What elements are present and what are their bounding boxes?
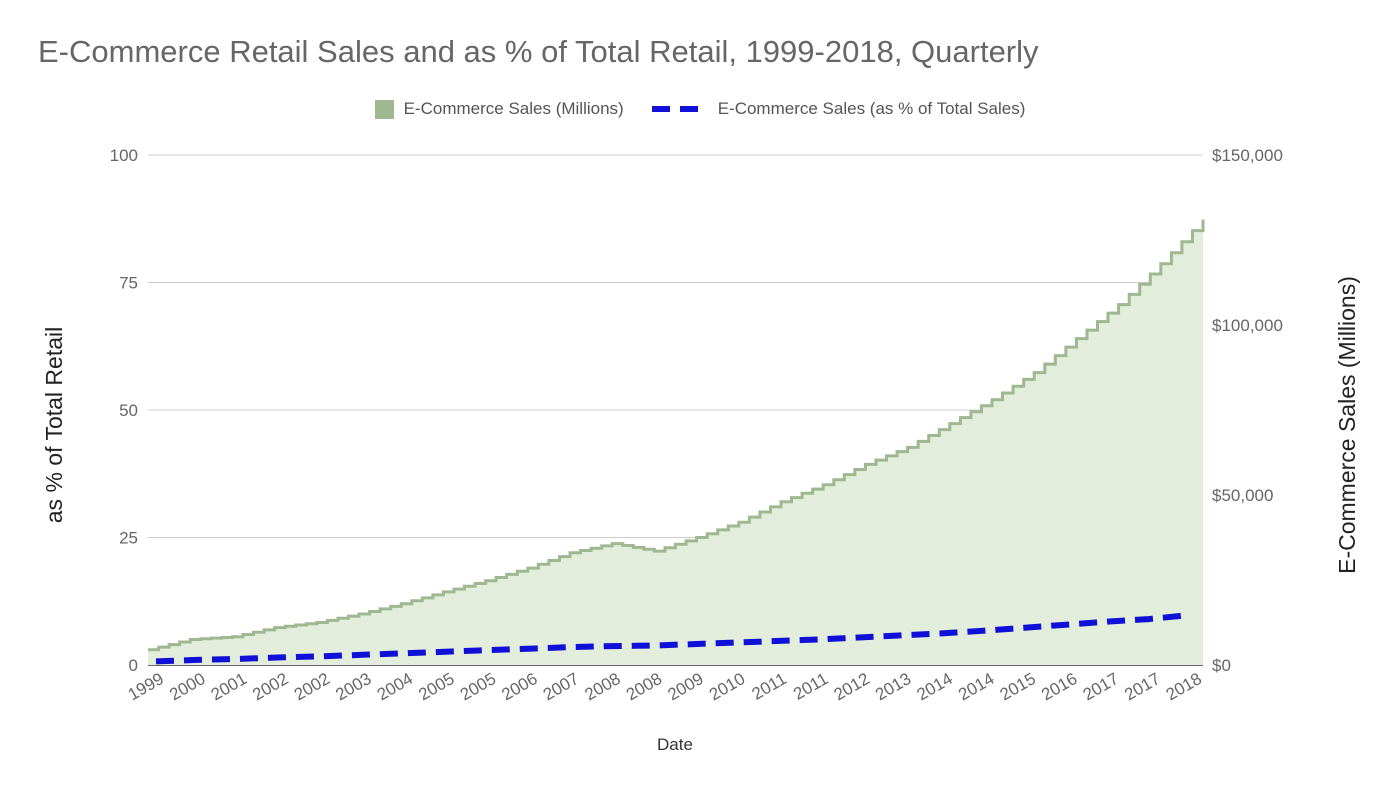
area-series [147,219,1205,665]
percent-dashed-line [155,612,1191,665]
y-left-tick-label: 75 [119,274,138,293]
x-tick-label: 2006 [498,669,540,704]
x-tick-label: 2010 [706,669,748,704]
x-tick-label: 2007 [540,669,582,704]
x-tick-label: 2015 [997,669,1039,704]
y-right-tick-label: $0 [1212,656,1231,675]
x-tick-label: 2001 [208,669,250,704]
x-tick-label: 2000 [166,669,208,704]
legend-item-sales[interactable]: E-Commerce Sales (Millions) [374,99,624,119]
y-right-tick-label: $100,000 [1212,316,1283,335]
x-tick-label: 2002 [249,669,291,704]
x-tick-label: 2004 [374,669,416,704]
chart-title: E-Commerce Retail Sales and as % of Tota… [38,34,1039,69]
x-tick-label: 2011 [790,669,831,704]
legend: E-Commerce Sales (Millions) E-Commerce S… [0,97,1400,121]
x-tick-label: 2013 [872,669,914,704]
y-right-tick-labels: $0 $50,000 $100,000 $150,000 [1212,146,1283,675]
sales-area-fill [148,219,1203,665]
sales-area-outline [148,219,1205,652]
legend-label-sales: E-Commerce Sales (Millions) [403,99,624,118]
x-tick-label: 2005 [415,669,457,704]
y-left-tick-label: 25 [119,529,138,548]
y-left-tick-label: 50 [119,401,138,420]
x-tick-label: 2018 [1163,669,1205,704]
x-tick-label: 2017 [1121,669,1163,704]
y-left-tick-labels: 0 25 50 75 100 [110,146,138,675]
legend-item-percent[interactable]: E-Commerce Sales (as % of Total Sales) [651,99,1026,119]
legend-swatch-area [374,99,394,119]
x-tick-label: 2014 [955,669,997,704]
y-left-tick-label: 100 [110,146,138,165]
x-tick-label: 2002 [291,669,333,704]
x-tick-label: 2012 [831,669,873,704]
y-right-axis-title: E-Commerce Sales (Millions) [1334,276,1360,574]
x-axis-title: Date [657,735,693,754]
legend-swatch-dashed-line [651,106,708,112]
legend-label-percent: E-Commerce Sales (as % of Total Sales) [717,99,1026,118]
y-right-tick-label: $50,000 [1212,486,1273,505]
x-tick-labels: 1999 2000 2001 2002 2002 2003 2004 2005 2005 2006… [125,669,1205,704]
x-tick-label: 2009 [664,669,706,704]
x-tick-label: 2016 [1038,669,1080,704]
x-tick-label: 2005 [457,669,499,704]
y-right-tick-label: $150,000 [1212,146,1283,165]
x-tick-label: 2011 [749,669,790,704]
x-tick-label: 2008 [623,669,665,704]
x-tick-label: 2003 [332,669,374,704]
x-tick-label: 2008 [581,669,623,704]
x-tick-label: 2017 [1080,669,1122,704]
y-left-axis-title: as % of Total Retail [41,327,67,523]
x-tick-label: 2014 [914,669,956,704]
line-series [155,612,1191,665]
y-left-tick-label: 0 [129,656,138,675]
